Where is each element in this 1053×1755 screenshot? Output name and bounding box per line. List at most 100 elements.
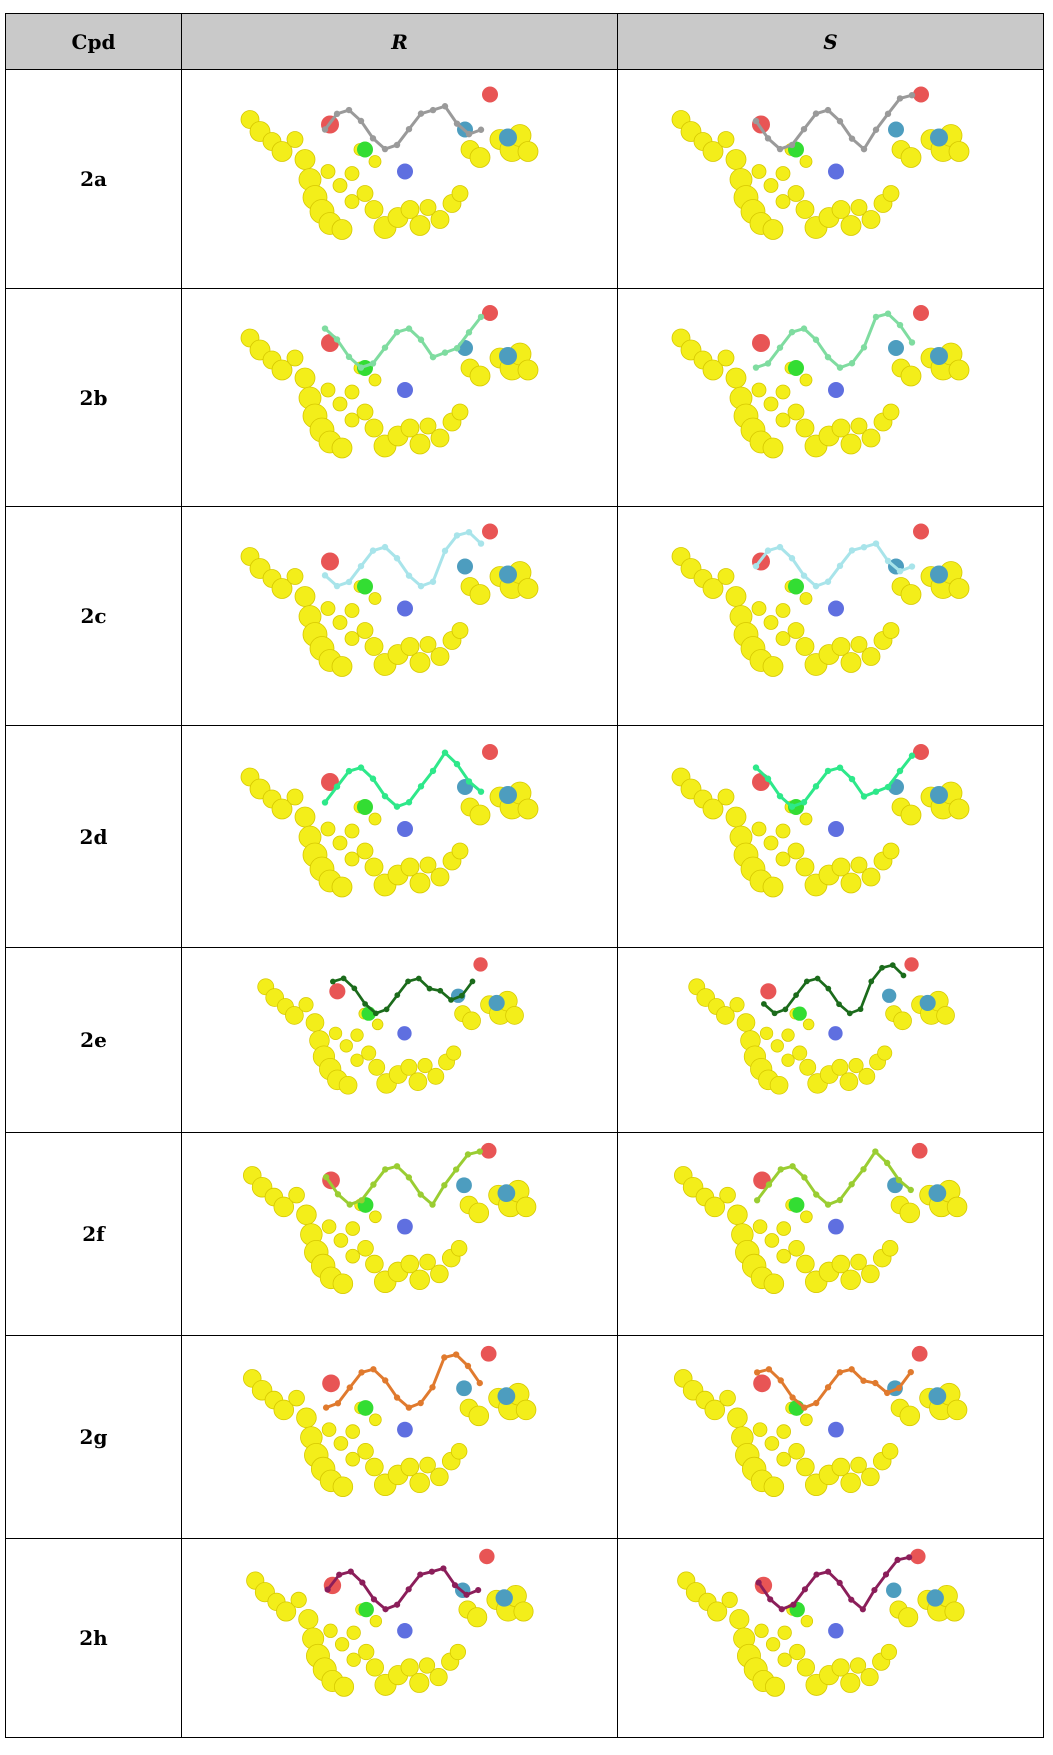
residue-sphere <box>763 877 783 897</box>
residue-sphere <box>800 155 812 167</box>
atom-sphere <box>357 578 373 594</box>
residue-sphere <box>468 1405 488 1425</box>
ligand-atom <box>884 110 890 116</box>
ligand-atom <box>441 103 447 109</box>
residue-sphere <box>776 385 790 399</box>
ligand-atom <box>848 1366 854 1372</box>
atom-sphere <box>886 1582 901 1597</box>
residue-sphere <box>726 368 746 388</box>
residue-sphere <box>334 1233 348 1247</box>
atom-sphere <box>930 786 948 804</box>
ligand-atom <box>860 1166 866 1172</box>
ligand-atom <box>393 1394 399 1400</box>
ligand-bond <box>325 532 481 586</box>
docking-image <box>641 1542 1021 1735</box>
ligand-atom <box>753 1197 759 1203</box>
ligand-atom <box>836 562 842 568</box>
atom-sphere <box>482 86 498 102</box>
residue-sphere <box>883 843 899 859</box>
residue-sphere <box>357 1240 373 1256</box>
residue-sphere <box>350 1028 363 1041</box>
ligand-atom <box>900 972 906 978</box>
residue-sphere <box>861 1468 879 1486</box>
ligand-atom <box>868 978 874 984</box>
ligand-atom <box>836 1369 842 1375</box>
residue-sphere <box>729 997 743 1011</box>
residue-sphere <box>788 843 804 859</box>
residue-sphere <box>369 592 381 604</box>
ligand-atom <box>369 775 375 781</box>
atom-sphere <box>828 1026 842 1040</box>
compound-label: 2h <box>6 1539 182 1738</box>
ligand-atom <box>836 1001 842 1007</box>
atom-sphere <box>456 1380 472 1396</box>
residue-sphere <box>752 383 766 397</box>
ligand-atom <box>345 106 351 112</box>
ligand-atom <box>895 1176 901 1182</box>
residue-sphere <box>288 1390 304 1406</box>
ligand-atom <box>359 1579 365 1585</box>
ligand-atom <box>346 1201 352 1207</box>
residue-sphere <box>893 1011 911 1029</box>
residue-sphere <box>861 1265 879 1283</box>
ligand-atom <box>801 1174 807 1180</box>
atom-sphere <box>753 1374 771 1392</box>
ligand-atom <box>429 353 435 359</box>
residue-sphere <box>753 1219 767 1233</box>
residue-sphere <box>719 1390 735 1406</box>
residue-sphere <box>350 1053 363 1066</box>
ligand-atom <box>417 336 423 342</box>
residue-sphere <box>862 647 880 665</box>
residue-sphere <box>427 1068 443 1084</box>
ligand-atom <box>357 764 363 770</box>
pose-cell <box>182 1336 618 1539</box>
residue-sphere <box>801 1615 813 1627</box>
ligand-atom <box>896 321 902 327</box>
residue-sphere <box>306 1013 324 1031</box>
residue-sphere <box>800 374 812 386</box>
docking-image <box>210 951 590 1130</box>
residue-sphere <box>840 1269 860 1289</box>
ligand-atom <box>322 1173 328 1179</box>
pose-cell <box>618 1133 1044 1336</box>
ligand-atom <box>848 1181 854 1187</box>
ligand-atom <box>405 1404 411 1410</box>
residue-sphere <box>776 603 790 617</box>
residue-sphere <box>800 1210 812 1222</box>
residue-sphere <box>781 1053 794 1066</box>
atom-sphere <box>397 382 413 398</box>
docking-image <box>210 1542 590 1735</box>
ligand-atom <box>836 1579 842 1585</box>
ligand-atom <box>907 1186 913 1192</box>
atom-sphere <box>930 128 948 146</box>
residue-sphere <box>430 1265 448 1283</box>
residue-sphere <box>727 1407 747 1427</box>
ligand-atom <box>465 778 471 784</box>
ligand-atom <box>321 799 327 805</box>
ligand-atom <box>813 1191 819 1197</box>
residue-sphere <box>295 807 315 827</box>
docking-image <box>641 292 1021 504</box>
ligand-atom <box>330 978 336 984</box>
ligand-atom <box>776 145 782 151</box>
residue-sphere <box>345 1424 359 1438</box>
residue-sphere <box>841 215 861 235</box>
ligand-atom <box>908 339 914 345</box>
ligand-atom <box>321 572 327 578</box>
ligand-atom <box>345 578 351 584</box>
ligand-atom <box>765 1366 771 1372</box>
ligand-atom <box>465 130 471 136</box>
ligand-atom <box>394 1601 400 1607</box>
residue-sphere <box>365 419 383 437</box>
residue-sphere <box>410 434 430 454</box>
ligand-atom <box>776 543 782 549</box>
ligand-atom <box>417 582 423 588</box>
residue-sphere <box>369 155 381 167</box>
residue-sphere <box>763 438 783 458</box>
ligand-atom <box>362 1001 368 1007</box>
compound-label: 2d <box>6 726 182 948</box>
atom-sphere <box>928 1387 946 1405</box>
table-row: 2e <box>6 948 1044 1133</box>
residue-sphere <box>764 178 778 192</box>
residue-sphere <box>796 1458 814 1476</box>
